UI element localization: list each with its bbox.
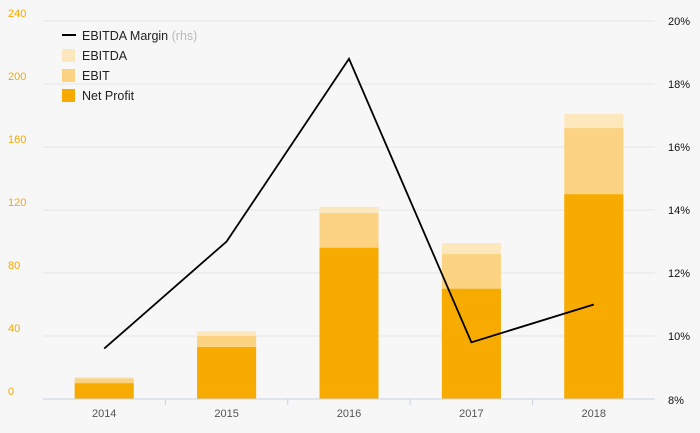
bar-net-profit-2014 bbox=[74, 383, 134, 399]
bar-net-profit-2015 bbox=[197, 347, 257, 399]
legend-label-net-profit: Net Profit bbox=[82, 89, 135, 103]
margin-line-layer bbox=[103, 56, 595, 350]
left-axis-tick-label: 120 bbox=[8, 197, 26, 209]
x-axis-tick-label: 2018 bbox=[582, 408, 606, 420]
x-axis-tick-label: 2017 bbox=[459, 408, 483, 420]
x-axis-tick-label: 2014 bbox=[92, 408, 116, 420]
x-axis-tick-label: 2015 bbox=[214, 408, 238, 420]
legend-swatch-ebit bbox=[62, 69, 75, 82]
right-axis-tick-label: 8% bbox=[668, 395, 684, 407]
axes: 0 40 80 120 160 200 240 8% 10% 12% 14% 16% 18% 20% 201… bbox=[8, 8, 690, 420]
left-axis-tick-label: 0 bbox=[8, 386, 14, 398]
bar-net-profit-2018 bbox=[564, 194, 624, 399]
legend-label-ebitda-margin: EBITDA Margin (rhs) bbox=[82, 29, 197, 43]
left-axis-tick-label: 240 bbox=[8, 8, 26, 20]
legend-swatch-ebitda bbox=[62, 49, 75, 62]
right-axis-tick-label: 18% bbox=[668, 79, 690, 91]
left-axis-tick-label: 200 bbox=[8, 71, 26, 83]
legend: EBITDA Margin (rhs) EBITDA EBIT Net Prof… bbox=[62, 29, 197, 103]
bar-net-profit-2016 bbox=[319, 247, 379, 399]
bar-net-profit-2017 bbox=[441, 288, 501, 399]
right-axis-tick-label: 12% bbox=[668, 268, 690, 280]
legend-swatch-net-profit bbox=[62, 89, 75, 102]
right-axis-tick-label: 16% bbox=[668, 142, 690, 154]
left-axis-tick-label: 40 bbox=[8, 323, 20, 335]
legend-label-ebit: EBIT bbox=[82, 69, 110, 83]
left-axis-tick-label: 160 bbox=[8, 134, 26, 146]
right-axis-tick-label: 10% bbox=[668, 331, 690, 343]
ebitda-margin-line bbox=[103, 56, 595, 350]
right-axis-tick-label: 20% bbox=[668, 16, 690, 28]
x-axis-tick-label: 2016 bbox=[337, 408, 361, 420]
left-axis-tick-label: 80 bbox=[8, 260, 20, 272]
legend-label-ebitda: EBITDA bbox=[82, 49, 128, 63]
right-axis-tick-label: 14% bbox=[668, 205, 690, 217]
bars bbox=[74, 113, 624, 400]
